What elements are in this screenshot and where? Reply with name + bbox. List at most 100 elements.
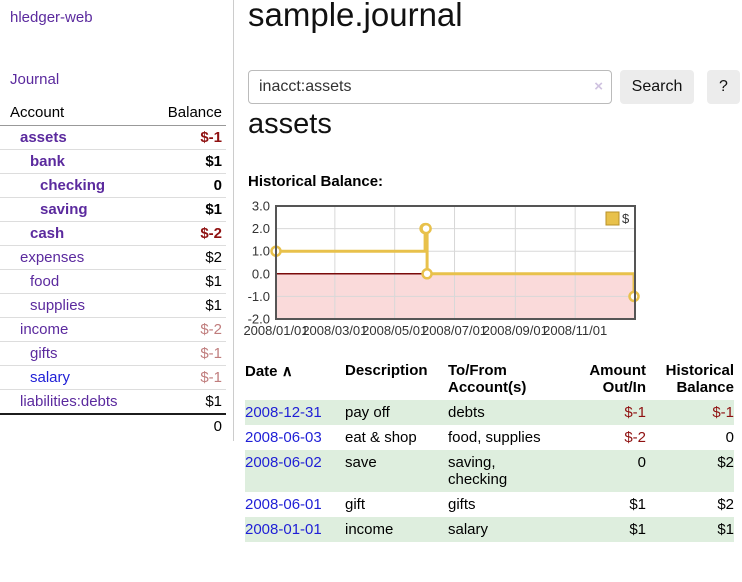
- sidebar-account-row: salary $-1: [0, 365, 226, 390]
- transaction-balance: $2: [717, 454, 734, 471]
- search-button[interactable]: Search: [620, 70, 694, 104]
- y-axis-tick-label: -2.0: [248, 312, 270, 327]
- transaction-amount: 0: [637, 454, 646, 471]
- transaction-balance: 0: [725, 429, 734, 446]
- search-box: ×: [248, 70, 612, 104]
- sidebar-account-balance: $-2: [151, 317, 226, 342]
- page-title: sample.journal: [248, 0, 463, 33]
- sidebar-account-link[interactable]: gifts: [30, 345, 58, 362]
- register-row: 2008-01-01 income salary $1 $1: [245, 517, 734, 542]
- y-axis-tick-label: 3.0: [252, 199, 270, 214]
- sidebar-account-balance: $1: [151, 389, 226, 414]
- sidebar-account-row: bank $1: [0, 149, 226, 174]
- sidebar-account-link[interactable]: checking: [40, 177, 106, 194]
- sidebar-item-journal[interactable]: Journal: [10, 71, 60, 88]
- register-header-date[interactable]: Date ∧: [245, 360, 345, 400]
- clear-search-icon[interactable]: ×: [594, 78, 603, 95]
- sidebar-account-balance: $-1: [151, 341, 226, 366]
- transaction-amount: $-1: [624, 404, 646, 421]
- sidebar-account-link[interactable]: supplies: [30, 297, 86, 314]
- transaction-description: eat & shop: [345, 429, 417, 446]
- transaction-date-link[interactable]: 2008-06-01: [245, 496, 322, 513]
- help-button[interactable]: ?: [707, 70, 740, 104]
- data-point-marker: [421, 268, 433, 280]
- transaction-amount: $-2: [624, 429, 646, 446]
- x-axis-tick-label: 2008/05/01: [362, 323, 427, 338]
- sidebar-account-link[interactable]: income: [20, 321, 69, 338]
- data-point-marker: [420, 222, 432, 235]
- search-form: × Search ?: [248, 70, 742, 104]
- register-row: 2008-06-02 save saving, checking 0 $2: [245, 450, 734, 492]
- x-axis-tick-label: 2008/03/01: [302, 323, 367, 338]
- y-axis-tick-label: 1.0: [252, 244, 270, 259]
- register-header-date-label: Date: [245, 363, 278, 380]
- sidebar-account-link[interactable]: expenses: [20, 249, 85, 266]
- sidebar-account-balance: $1: [151, 293, 226, 318]
- app-title-link[interactable]: hledger-web: [10, 9, 93, 26]
- sidebar-account-link[interactable]: saving: [40, 201, 88, 218]
- sidebar-account-link[interactable]: food: [30, 273, 60, 290]
- sidebar-account-balance: $1: [151, 149, 226, 174]
- sidebar-account-row: supplies $1: [0, 293, 226, 318]
- transaction-date-link[interactable]: 2008-01-01: [245, 521, 322, 538]
- sidebar-account-balance: $1: [151, 269, 226, 294]
- sidebar-account-row: assets $-1: [0, 126, 226, 150]
- sidebar-account-balance: $-1: [200, 129, 222, 146]
- sidebar-account-row: cash $-2: [0, 221, 226, 246]
- register-header-description: Description: [345, 362, 428, 379]
- transaction-accounts: debts: [448, 404, 485, 421]
- sidebar-account-balance: $2: [151, 245, 226, 270]
- sidebar-account-row: gifts $-1: [0, 341, 226, 366]
- transaction-description: save: [345, 454, 377, 471]
- sidebar-accounts-table: Account Balance assets $-1 bank $1 checking 0…: [0, 101, 226, 438]
- transaction-amount: $1: [629, 496, 646, 513]
- register-body: 2008-12-31 pay off debts $-1 $-1 2008-06-03 ea…: [245, 400, 734, 542]
- sidebar-account-balance: $-1: [151, 365, 226, 390]
- transaction-amount: $1: [629, 521, 646, 538]
- transaction-description: pay off: [345, 404, 390, 421]
- sidebar-account-link[interactable]: bank: [30, 153, 66, 170]
- y-axis-tick-label: 0.0: [252, 266, 270, 281]
- y-axis-tick-label: -1.0: [248, 289, 270, 304]
- register-row: 2008-06-03 eat & shop food, supplies $-2 0: [245, 425, 734, 450]
- transaction-description: income: [345, 521, 394, 538]
- transaction-accounts: food, supplies: [448, 429, 541, 446]
- sidebar-account-balance: $1: [151, 197, 226, 222]
- transaction-date-link[interactable]: 2008-06-02: [245, 454, 322, 471]
- sidebar-account-row: liabilities:debts $1: [0, 389, 226, 414]
- transaction-balance: $2: [717, 496, 734, 513]
- chart-label: Historical Balance:: [248, 173, 384, 190]
- x-axis-tick-label: 2008/01/01: [243, 323, 308, 338]
- x-axis-tick-label: 2008/07/01: [422, 323, 487, 338]
- sidebar-account-link[interactable]: salary: [30, 369, 71, 386]
- transaction-date-link[interactable]: 2008-06-03: [245, 429, 322, 446]
- register-header-balance: Historical Balance: [665, 362, 734, 396]
- legend-label: $: [622, 211, 630, 226]
- sidebar-account-balance: 0: [151, 173, 226, 198]
- accounts-total-row: 0: [0, 413, 226, 438]
- sidebar-account-link[interactable]: liabilities:debts: [20, 393, 118, 410]
- register-table: Date ∧ Description To/From Account(s) Am…: [245, 360, 734, 542]
- legend-swatch: [605, 211, 620, 226]
- transaction-accounts: gifts: [448, 496, 476, 513]
- sidebar-account-link[interactable]: cash: [30, 225, 65, 242]
- x-axis-tick-label: 2008/11/01: [543, 323, 607, 338]
- sidebar-accounts-body: assets $-1 bank $1 checking 0 saving $1 cash $-2 e…: [0, 126, 226, 414]
- sidebar: hledger-web Journal Account Balance asse…: [0, 0, 234, 441]
- accounts-total-value: 0: [151, 413, 226, 438]
- sidebar-account-balance: $-2: [151, 221, 226, 246]
- transaction-balance: $-1: [712, 404, 734, 421]
- sidebar-account-link[interactable]: assets: [20, 129, 67, 146]
- register-header-amount: Amount Out/In: [589, 362, 646, 396]
- sidebar-account-row: food $1: [0, 269, 226, 294]
- accounts-header-balance: Balance: [151, 101, 226, 126]
- transaction-date-link[interactable]: 2008-12-31: [245, 404, 322, 421]
- sidebar-account-row: expenses $2: [0, 245, 226, 270]
- search-input[interactable]: [248, 70, 612, 104]
- historical-balance-chart: 3.0 2.0 1.0 0.0 -1.0 -2.02008/01/012008/03/01…: [243, 199, 640, 338]
- register-header-accounts: To/From Account(s): [448, 362, 527, 396]
- accounts-header-account: Account: [0, 101, 152, 126]
- chart-border: [275, 205, 636, 320]
- sidebar-account-row: saving $1: [0, 197, 226, 222]
- transaction-description: gift: [345, 496, 366, 513]
